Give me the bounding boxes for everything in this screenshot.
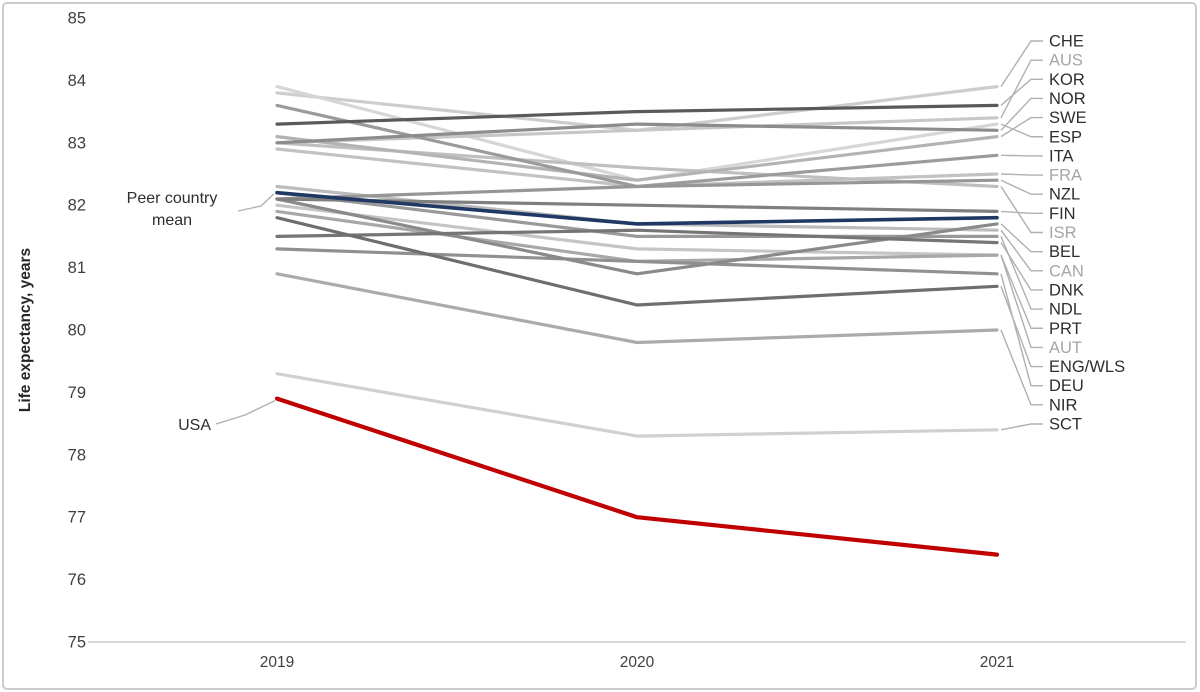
series-line-usa — [274, 396, 1000, 557]
leader-line-nzl — [1000, 179, 1043, 195]
series-line-ndl — [275, 191, 999, 238]
usa-label: USA — [178, 417, 211, 434]
country-label-nor: NOR — [1049, 90, 1086, 108]
leader-line-dnk — [1000, 242, 1043, 291]
series-line-peer-country-mean — [275, 190, 999, 226]
leader-line-isr — [1000, 186, 1043, 234]
leader-line-prt — [1000, 254, 1043, 329]
series-line-aut — [275, 203, 999, 257]
country-label-can: CAN — [1049, 262, 1084, 280]
leader-line-ita — [1000, 154, 1043, 157]
country-label-bel: BEL — [1049, 243, 1080, 261]
country-label-isr: ISR — [1049, 224, 1077, 242]
series-line-swe — [275, 135, 999, 182]
y-tick-label: 79 — [68, 384, 86, 402]
y-tick-label: 78 — [68, 446, 86, 464]
leader-line-deu — [1000, 273, 1043, 387]
y-tick-label: 80 — [68, 322, 86, 340]
country-label-aus: AUS — [1049, 52, 1083, 70]
country-label-nzl: NZL — [1049, 186, 1080, 204]
series-line-sct — [275, 372, 999, 438]
y-tick-label: 75 — [68, 634, 86, 652]
y-tick-label: 77 — [68, 509, 86, 527]
x-tick-label: 2020 — [620, 654, 655, 671]
leader-line-fin — [1000, 210, 1043, 215]
country-label-ndl: NDL — [1049, 301, 1082, 319]
country-label-sct: SCT — [1049, 416, 1082, 434]
series-line-fin — [275, 197, 999, 213]
y-tick-label: 82 — [68, 197, 86, 215]
country-label-kor: KOR — [1049, 71, 1085, 89]
leader-line-nir — [1000, 329, 1043, 406]
y-tick-label: 76 — [68, 571, 86, 589]
y-tick-label: 84 — [68, 72, 86, 90]
series-line-nor — [275, 122, 999, 145]
leader-line-kor — [1000, 78, 1043, 106]
usa-leader-line — [215, 399, 276, 425]
leader-line-aut — [1000, 254, 1043, 349]
series-line-ita — [275, 103, 999, 189]
country-label-aut: AUT — [1049, 339, 1082, 357]
series-line-bel — [275, 197, 999, 276]
country-label-deu: DEU — [1049, 377, 1084, 395]
leader-line-esp — [1000, 123, 1043, 138]
leader-line-sct — [1000, 423, 1043, 431]
leader-line-fra — [1000, 173, 1043, 176]
country-label-ita: ITA — [1049, 147, 1073, 165]
leader-line-nor — [1000, 97, 1043, 131]
leader-line-aus — [1000, 59, 1043, 119]
series-line-aus — [275, 116, 999, 145]
peer-mean-leader-line — [237, 193, 275, 212]
country-label-fin: FIN — [1049, 205, 1076, 223]
x-tick-label: 2019 — [260, 654, 294, 671]
country-label-prt: PRT — [1049, 320, 1082, 338]
peer-mean-label-line1: Peer country — [127, 190, 218, 207]
y-axis-title: Life expectancy, years — [17, 248, 34, 412]
leader-line-bel — [1000, 223, 1043, 253]
country-label-swe: SWE — [1049, 109, 1087, 127]
leader-line-che — [1000, 40, 1043, 87]
country-label-nir: NIR — [1049, 396, 1078, 414]
leader-line-ndl — [1000, 236, 1043, 310]
series-line-eng-wls — [275, 216, 999, 307]
series-line-nir — [275, 272, 999, 345]
y-tick-label: 83 — [68, 134, 86, 152]
series-line-deu — [275, 247, 999, 276]
country-label-dnk: DNK — [1049, 281, 1084, 299]
series-line-nzl — [275, 178, 999, 201]
country-label-eng-wls: ENG/WLS — [1049, 358, 1125, 376]
country-label-esp: ESP — [1049, 128, 1082, 146]
series-line-kor — [275, 103, 999, 126]
country-label-che: CHE — [1049, 33, 1084, 51]
leader-line-can — [1000, 229, 1043, 272]
peer-mean-label-line2: mean — [152, 212, 192, 229]
x-tick-label: 2021 — [980, 654, 1014, 671]
y-tick-label: 81 — [68, 259, 86, 277]
country-label-fra: FRA — [1049, 167, 1082, 185]
series-line-dnk — [275, 228, 999, 245]
leader-line-swe — [1000, 116, 1043, 138]
y-tick-label: 85 — [68, 10, 86, 28]
